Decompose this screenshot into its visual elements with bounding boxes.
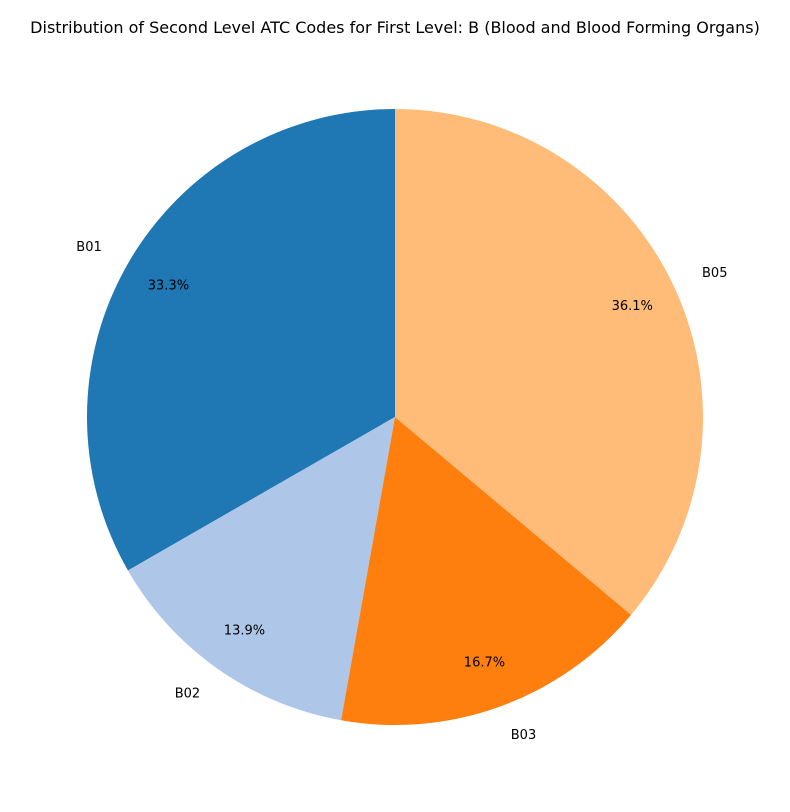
slice-percent-b02: 13.9% [224,624,265,639]
pie-slice-b02 [127,417,395,721]
slice-percent-b05: 36.1% [612,299,653,314]
slice-label-b05: B05 [702,266,727,281]
pie-slice-b01 [86,109,396,571]
slice-label-b03: B03 [511,728,536,743]
pie-slices [86,109,703,725]
pie-slice-b05 [395,109,703,615]
slice-percent-b01: 33.3% [148,278,189,293]
slice-percent-b03: 16.7% [464,656,505,671]
pie-labels: B01 33.3% B02 13.9% B03 16.7% B05 36.1% [76,240,727,743]
chart-title: Distribution of Second Level ATC Codes f… [30,18,760,37]
slice-label-b01: B01 [76,240,101,255]
slice-label-b02: B02 [175,687,200,702]
pie-slice-b03 [341,417,632,725]
